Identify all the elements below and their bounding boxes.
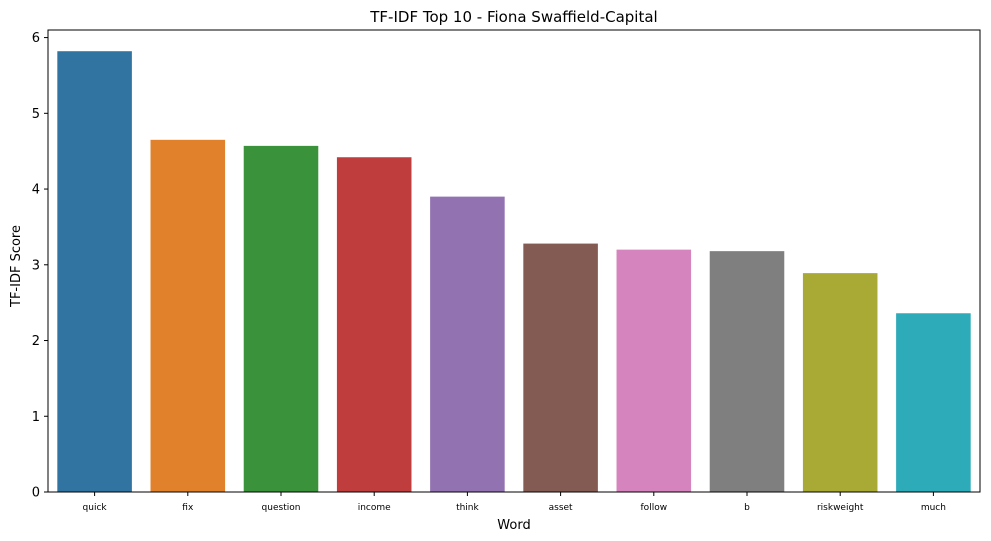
- x-tick-label: question: [262, 503, 301, 513]
- y-tick-label: 3: [32, 258, 40, 273]
- plot-frame: [47, 29, 981, 493]
- x-tick-label: asset: [549, 503, 573, 513]
- bar-question: [243, 145, 319, 492]
- y-tick-label: 4: [32, 183, 40, 198]
- y-tick-label: 2: [32, 334, 40, 349]
- y-tick-label: 6: [32, 31, 40, 46]
- bar-income: [336, 157, 412, 492]
- x-tick-label: quick: [83, 503, 108, 513]
- x-tick-label: b: [744, 503, 750, 513]
- x-axis-label: Word: [497, 518, 530, 533]
- y-axis-label: TF-IDF Score: [9, 225, 24, 308]
- x-tick-label: income: [358, 503, 391, 513]
- bar-quick: [57, 51, 132, 493]
- bar-much: [896, 313, 971, 492]
- y-tick-label: 0: [32, 486, 40, 501]
- bar-follow: [616, 249, 692, 492]
- bars-group: [57, 51, 971, 493]
- y-ticks-group: 0 1 2 3 4 5 6: [32, 31, 48, 501]
- x-ticks-group: quick fix question income think asset follow b r…: [83, 492, 946, 513]
- bar-b: [709, 251, 785, 492]
- chart-title: TF-IDF Top 10 - Fiona Swaffield-Capital: [369, 8, 657, 26]
- bar-riskweight: [802, 273, 878, 492]
- x-tick-label: much: [921, 503, 946, 513]
- x-tick-label: follow: [641, 503, 668, 513]
- y-tick-label: 1: [32, 410, 40, 425]
- bar-fix: [150, 139, 226, 492]
- x-tick-label: fix: [182, 503, 194, 513]
- y-tick-label: 5: [32, 107, 40, 122]
- bar-asset: [523, 243, 598, 492]
- x-tick-label: think: [456, 503, 479, 513]
- bar-think: [430, 196, 505, 492]
- x-tick-label: riskweight: [817, 503, 864, 513]
